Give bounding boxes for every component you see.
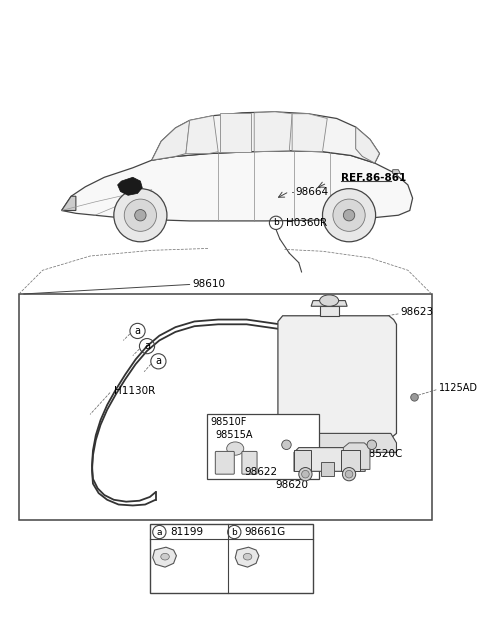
Text: 98661G: 98661G [245, 527, 286, 537]
Text: 81199: 81199 [171, 527, 204, 537]
FancyBboxPatch shape [242, 452, 257, 474]
Polygon shape [311, 300, 347, 307]
FancyBboxPatch shape [19, 294, 432, 520]
Text: 98515A: 98515A [216, 430, 253, 440]
Polygon shape [152, 112, 379, 163]
Text: a: a [156, 356, 161, 366]
Polygon shape [153, 547, 177, 567]
Text: a: a [156, 528, 162, 536]
Polygon shape [152, 120, 190, 160]
Polygon shape [393, 169, 400, 173]
Text: 98622: 98622 [245, 467, 278, 477]
Ellipse shape [227, 442, 244, 455]
Circle shape [323, 189, 376, 242]
Text: H1130R: H1130R [114, 386, 155, 396]
Text: b: b [273, 218, 279, 227]
Polygon shape [254, 112, 292, 151]
Text: REF.86-861: REF.86-861 [341, 173, 407, 183]
Circle shape [343, 209, 355, 221]
Polygon shape [118, 178, 142, 195]
FancyBboxPatch shape [207, 414, 319, 479]
Polygon shape [61, 196, 76, 211]
Polygon shape [321, 462, 334, 476]
Text: H0360R: H0360R [287, 218, 327, 228]
Circle shape [124, 199, 156, 231]
FancyBboxPatch shape [216, 452, 234, 474]
Circle shape [135, 209, 146, 221]
Polygon shape [294, 450, 311, 472]
Circle shape [301, 470, 309, 478]
FancyBboxPatch shape [150, 525, 313, 592]
Polygon shape [278, 316, 396, 438]
Text: a: a [134, 326, 141, 336]
Circle shape [282, 440, 291, 450]
Circle shape [342, 467, 356, 481]
Polygon shape [61, 151, 413, 221]
Ellipse shape [320, 295, 338, 307]
Text: 98610: 98610 [192, 280, 225, 290]
Text: b: b [231, 528, 237, 536]
Circle shape [345, 470, 353, 478]
Polygon shape [320, 307, 338, 316]
Text: 98664: 98664 [295, 186, 328, 196]
Text: 98623: 98623 [400, 307, 433, 317]
Circle shape [114, 189, 167, 242]
Circle shape [411, 394, 418, 401]
Circle shape [367, 440, 377, 450]
Text: 1125AD: 1125AD [439, 383, 478, 393]
Polygon shape [343, 443, 370, 469]
Polygon shape [356, 127, 379, 163]
Circle shape [299, 467, 312, 481]
Text: 98520C: 98520C [362, 449, 403, 459]
Ellipse shape [161, 553, 169, 560]
Text: a: a [144, 341, 150, 351]
Polygon shape [277, 434, 396, 452]
Ellipse shape [243, 553, 252, 560]
Polygon shape [235, 547, 259, 567]
Polygon shape [341, 450, 360, 472]
Text: 98620: 98620 [276, 480, 309, 490]
Polygon shape [186, 116, 218, 154]
Polygon shape [294, 447, 365, 472]
Text: 98510F: 98510F [211, 417, 247, 427]
Polygon shape [220, 113, 252, 151]
Polygon shape [292, 114, 327, 151]
Circle shape [333, 199, 365, 231]
